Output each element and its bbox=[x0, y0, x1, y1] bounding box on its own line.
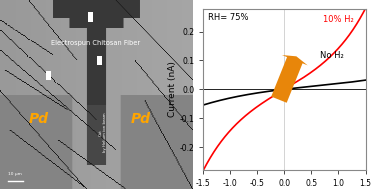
Text: 10% H₂: 10% H₂ bbox=[323, 15, 353, 24]
Text: Electrospun Chitosan Fiber: Electrospun Chitosan Fiber bbox=[51, 40, 141, 46]
Bar bbox=[46, 71, 50, 80]
Bar bbox=[88, 12, 93, 22]
Bar bbox=[97, 56, 102, 65]
Text: RH= 75%: RH= 75% bbox=[208, 13, 249, 22]
Text: Cut
by Helium ion beam: Cut by Helium ion beam bbox=[98, 112, 107, 152]
Text: Pd: Pd bbox=[130, 112, 150, 126]
Text: No H₂: No H₂ bbox=[320, 50, 344, 60]
Y-axis label: Current (nA): Current (nA) bbox=[168, 61, 177, 117]
Text: Pd: Pd bbox=[28, 112, 48, 126]
Text: 10 μm: 10 μm bbox=[8, 172, 21, 176]
